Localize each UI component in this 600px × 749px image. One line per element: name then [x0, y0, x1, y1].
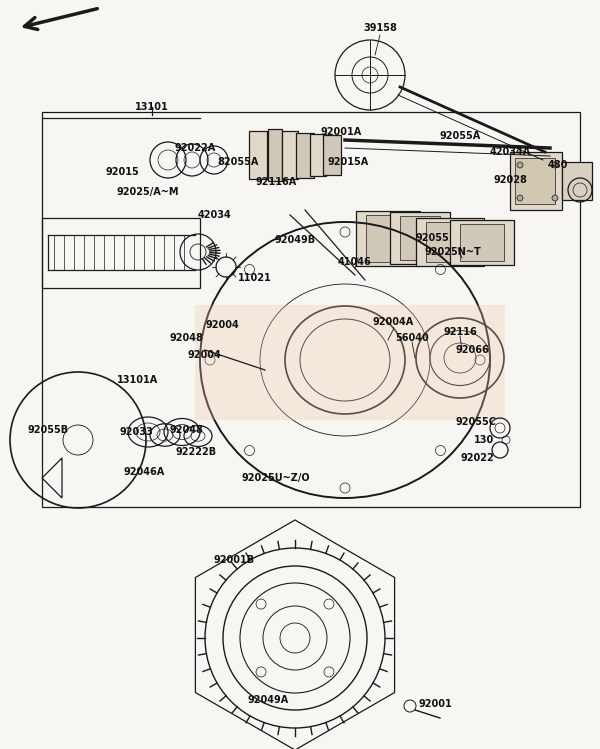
- Circle shape: [552, 162, 558, 168]
- FancyBboxPatch shape: [249, 131, 267, 179]
- Text: 42034A: 42034A: [490, 147, 530, 157]
- FancyBboxPatch shape: [323, 135, 341, 175]
- Text: 11021: 11021: [238, 273, 272, 283]
- Text: 13101: 13101: [135, 102, 169, 112]
- Text: 92022: 92022: [460, 453, 494, 463]
- Text: 56040: 56040: [395, 333, 429, 343]
- FancyBboxPatch shape: [426, 222, 474, 262]
- Text: 82055A: 82055A: [217, 157, 259, 167]
- FancyBboxPatch shape: [310, 134, 326, 176]
- Text: 92055C: 92055C: [455, 417, 497, 427]
- Text: 92116: 92116: [443, 327, 477, 337]
- Text: 92116A: 92116A: [256, 177, 296, 187]
- Text: 92025U~Z/O: 92025U~Z/O: [242, 473, 310, 483]
- FancyBboxPatch shape: [510, 152, 562, 210]
- Text: 130: 130: [474, 435, 494, 445]
- FancyBboxPatch shape: [390, 212, 450, 264]
- Text: 92028: 92028: [493, 175, 527, 185]
- FancyBboxPatch shape: [400, 216, 440, 260]
- Text: 92055B: 92055B: [28, 425, 68, 435]
- Circle shape: [552, 195, 558, 201]
- FancyBboxPatch shape: [282, 131, 298, 179]
- Text: 92033: 92033: [119, 427, 153, 437]
- Text: 92022A: 92022A: [175, 143, 215, 153]
- Text: 92046A: 92046A: [124, 467, 164, 477]
- Text: 41046: 41046: [338, 257, 372, 267]
- Text: 92222B: 92222B: [175, 447, 217, 457]
- Text: 480: 480: [548, 160, 568, 170]
- Text: 92025/A~M: 92025/A~M: [117, 187, 179, 197]
- Text: 39158: 39158: [363, 23, 397, 33]
- FancyBboxPatch shape: [195, 305, 505, 420]
- Text: 92055: 92055: [415, 233, 449, 243]
- Text: 13101A: 13101A: [118, 375, 158, 385]
- Text: 92055A: 92055A: [439, 131, 481, 141]
- Text: 92001: 92001: [418, 699, 452, 709]
- Text: 92004A: 92004A: [373, 317, 413, 327]
- Circle shape: [517, 195, 523, 201]
- Text: 92049B: 92049B: [274, 235, 316, 245]
- Text: 92049A: 92049A: [247, 695, 289, 705]
- Circle shape: [517, 162, 523, 168]
- Text: 92048: 92048: [169, 333, 203, 343]
- Text: 92015A: 92015A: [328, 157, 368, 167]
- Text: 92015: 92015: [105, 167, 139, 177]
- Text: 92025N~T: 92025N~T: [425, 247, 481, 257]
- FancyBboxPatch shape: [450, 220, 514, 265]
- FancyBboxPatch shape: [562, 162, 592, 200]
- FancyBboxPatch shape: [356, 211, 420, 266]
- FancyBboxPatch shape: [366, 215, 410, 262]
- FancyBboxPatch shape: [460, 224, 504, 261]
- FancyBboxPatch shape: [268, 129, 282, 181]
- Text: 92066: 92066: [455, 345, 489, 355]
- Text: 42034: 42034: [198, 210, 232, 220]
- Text: 92004: 92004: [187, 350, 221, 360]
- Text: 92001B: 92001B: [214, 555, 254, 565]
- FancyBboxPatch shape: [296, 133, 314, 178]
- FancyBboxPatch shape: [416, 218, 484, 266]
- Text: 92048: 92048: [169, 425, 203, 435]
- Text: 92004: 92004: [205, 320, 239, 330]
- FancyBboxPatch shape: [515, 158, 555, 204]
- Text: 92001A: 92001A: [320, 127, 362, 137]
